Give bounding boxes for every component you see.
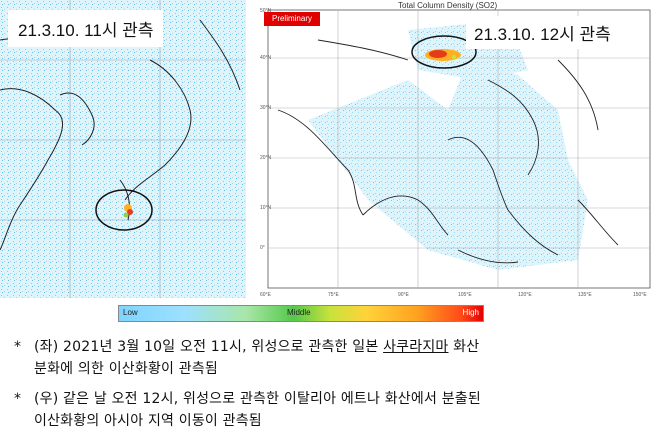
right-satellite-map: Total Column Density (SO2) Preliminary 2… [258, 0, 660, 300]
note-right-line2: 이산화황의 아시아 지역 이동이 관측됨 [34, 413, 262, 429]
plume-highlight-circle-right [411, 35, 477, 69]
legend-high-label: High [462, 308, 479, 317]
note-right-line1: * (우) 같은 날 오전 12시, 위성으로 관측한 이탈리아 에트나 화산에서… [14, 388, 654, 410]
lon-label: 60°E [260, 292, 271, 298]
right-map-label: 21.3.10. 12시 관측 [466, 16, 619, 49]
so2-color-legend: Low Middle High [118, 305, 484, 322]
lon-label: 90°E [398, 292, 409, 298]
lat-label: 10°N [260, 205, 272, 211]
legend-middle-label: Middle [287, 308, 311, 317]
lat-label: 40°N [260, 55, 272, 61]
lon-label: 150°E [633, 292, 647, 298]
right-map-graphic [267, 9, 651, 289]
left-map-label: 21.3.10. 11시 관측 [8, 10, 164, 47]
lat-label: 20°N [260, 155, 272, 161]
note-left: * (좌) 2021년 3월 10일 오전 11시, 위성으로 관측한 일본 사쿠… [14, 336, 654, 380]
note-right-text: (우) 같은 날 오전 12시, 위성으로 관측한 이탈리아 에트나 화산에서 … [34, 391, 481, 407]
note-left-line1: * (좌) 2021년 3월 10일 오전 11시, 위성으로 관측한 일본 사쿠… [14, 336, 654, 358]
lat-label: 0° [260, 245, 265, 251]
lon-label: 105°E [458, 292, 472, 298]
left-satellite-map: 21.3.10. 11시 관측 [0, 0, 246, 298]
note-bullet: * [14, 339, 22, 355]
lat-label: 50°N [260, 8, 272, 14]
note-left-underlined: 사쿠라지마 [383, 339, 449, 355]
lon-label: 75°E [328, 292, 339, 298]
lon-label: 135°E [578, 292, 592, 298]
plume-highlight-circle [95, 189, 153, 231]
right-map-title: Total Column Density (SO2) [398, 1, 498, 10]
note-bullet: * [14, 391, 22, 407]
left-map-graphic [0, 0, 246, 298]
lat-label: 30°N [260, 105, 272, 111]
lon-label: 120°E [518, 292, 532, 298]
note-left-text-post: 화산 [448, 339, 480, 355]
legend-low-label: Low [123, 308, 138, 317]
note-left-line2: 분화에 의한 이산화황이 관측됨 [34, 361, 218, 377]
note-right: * (우) 같은 날 오전 12시, 위성으로 관측한 이탈리아 에트나 화산에서… [14, 388, 654, 432]
note-left-text-pre: (좌) 2021년 3월 10일 오전 11시, 위성으로 관측한 일본 [34, 339, 384, 355]
preliminary-badge: Preliminary [264, 12, 320, 26]
